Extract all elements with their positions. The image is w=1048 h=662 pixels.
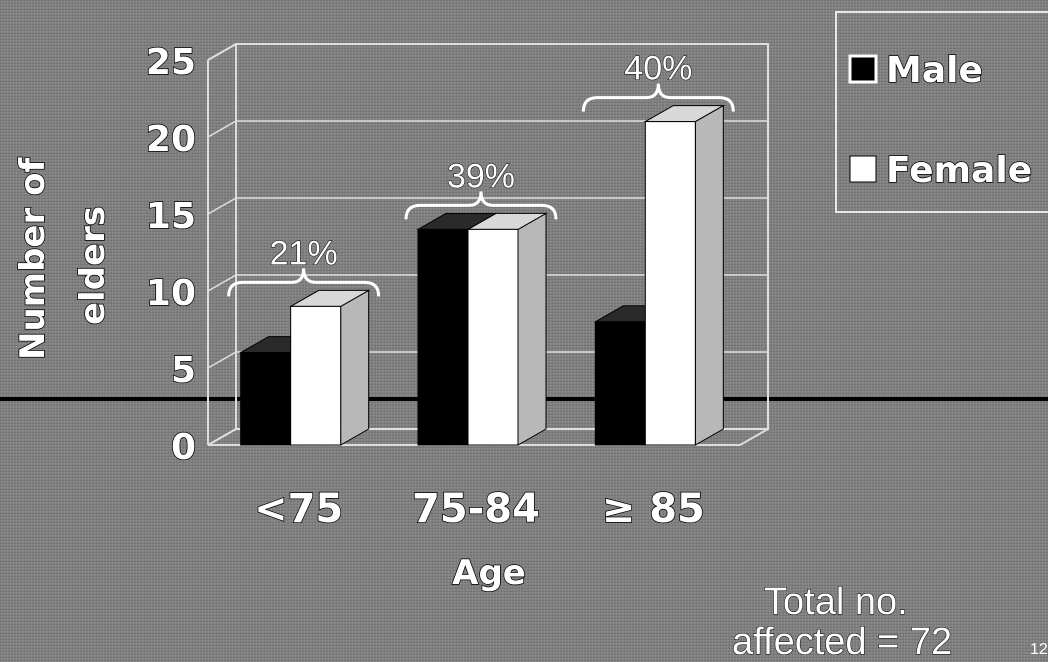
total-note-line2: affected = 72	[732, 621, 952, 662]
bar-front	[594, 321, 646, 446]
y-tick-label: 5	[171, 350, 196, 391]
bar-front	[290, 305, 342, 446]
x-tick-label: <75	[254, 486, 343, 532]
bar-side	[340, 289, 370, 446]
bars	[238, 104, 726, 446]
slide-number: 12	[1030, 641, 1048, 658]
x-tick-labels: <75 75-84 ≥ 85	[253, 485, 705, 533]
bar-female-2	[643, 104, 726, 446]
gridline-depth	[207, 351, 237, 369]
group-percentage-label: 21%	[270, 234, 338, 272]
y-tick-label: 25	[146, 42, 196, 83]
bar-female-0	[288, 289, 371, 446]
gridline-depth	[207, 120, 237, 138]
bar-front	[644, 121, 696, 446]
bar-side	[694, 104, 724, 446]
y-axis-title-line2: elders	[73, 206, 113, 325]
group-brackets: 21% 39% 40%	[227, 49, 735, 297]
x-tick-label: 75-84	[412, 486, 540, 532]
y-tick-labels: 0 5 10 15 20 25	[145, 41, 197, 469]
bar-front	[417, 228, 469, 446]
y-tick-label: 15	[146, 196, 196, 237]
group-bracket	[227, 268, 381, 297]
y-tick-label: 0	[171, 427, 196, 468]
gridline-depth	[207, 274, 237, 292]
legend-label-male: Male	[886, 50, 983, 91]
total-note-line1: Total no.	[764, 581, 908, 623]
legend-swatch-female	[849, 155, 877, 183]
x-axis-title: Age	[452, 553, 526, 593]
bar-female-1	[466, 212, 548, 446]
legend-box	[835, 11, 1048, 213]
gridline-depth	[207, 43, 237, 61]
x-tick-label: ≥ 85	[602, 486, 705, 532]
group-bracket	[404, 191, 558, 220]
legend: Male Female	[835, 11, 1048, 213]
group-percentage-label: 40%	[624, 50, 692, 88]
bar-side	[517, 212, 547, 446]
floor-right-edge	[739, 428, 769, 446]
group-percentage-label: 39%	[447, 157, 515, 195]
legend-swatch-male	[848, 54, 878, 84]
y-axis-title-line1: Number of	[13, 157, 53, 360]
gridline-depth	[207, 197, 237, 215]
gridline-depth	[207, 428, 237, 446]
y-tick-label: 10	[146, 273, 196, 314]
group-bracket	[581, 83, 735, 112]
y-tick-label: 20	[146, 119, 196, 160]
legend-label-female: Female	[886, 150, 1032, 191]
bar-front	[467, 228, 519, 446]
bar-front	[240, 352, 292, 446]
